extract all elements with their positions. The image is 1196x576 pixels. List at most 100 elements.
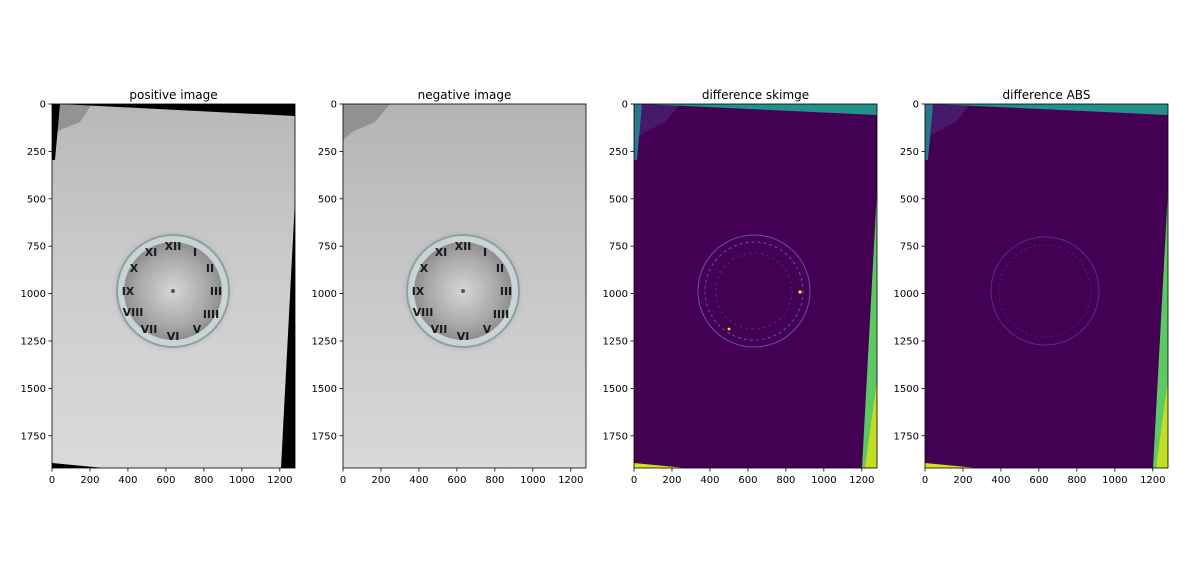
x-tick-label: 600 [738, 475, 757, 486]
image-area [925, 104, 1168, 468]
panel-negative-image: negative image XII I II III IIII V VI VI… [312, 88, 586, 486]
clock-center [461, 289, 465, 293]
difference-background [634, 104, 877, 468]
x-tick-label: 1000 [520, 475, 545, 486]
x-tick-label: 1200 [849, 475, 874, 486]
numeral-viii: VIII [413, 306, 434, 319]
y-tick-label: 750 [900, 242, 919, 253]
panel-positive-image: positive image XII I II III IIII V VI VI… [21, 88, 295, 486]
x-tick-label: 800 [776, 475, 795, 486]
image-area: XII I II III IIII V VI VII VIII IX X XI [343, 104, 586, 468]
y-tick-label: 1500 [21, 384, 46, 395]
y-tick-label: 750 [27, 242, 46, 253]
panel-difference-abs: difference ABS 0 200 400 600 800 1000 1200 0 25… [894, 88, 1168, 486]
numeral-ix: IX [122, 285, 135, 298]
numeral-ix: IX [412, 285, 425, 298]
numeral-x: X [130, 262, 139, 275]
y-tick-label: 250 [609, 147, 628, 158]
y-tick-label: 1250 [894, 336, 919, 347]
x-tick-label: 0 [340, 475, 346, 486]
y-tick-label: 250 [318, 147, 337, 158]
panel-title: positive image [129, 88, 217, 102]
numeral-i: I [483, 246, 487, 259]
y-tick-label: 0 [913, 100, 919, 111]
numeral-iiii: IIII [493, 308, 509, 321]
numeral-iii: III [500, 285, 512, 298]
y-tick-label: 0 [40, 100, 46, 111]
x-tick-label: 200 [953, 475, 972, 486]
y-axis: 0 250 500 750 1000 1250 1500 1750 [21, 100, 52, 443]
numeral-vii: VII [141, 323, 158, 336]
x-tick-label: 1000 [1102, 475, 1127, 486]
y-tick-label: 1000 [312, 289, 337, 300]
x-axis: 0 200 400 600 800 1000 1200 [49, 468, 293, 486]
y-axis: 0 250 500 750 1000 1250 1500 1750 [603, 100, 634, 443]
numeral-x: X [420, 262, 429, 275]
numeral-vii: VII [431, 323, 448, 336]
y-tick-label: 1750 [603, 431, 628, 442]
x-tick-label: 1200 [1140, 475, 1165, 486]
x-tick-label: 600 [156, 475, 175, 486]
y-tick-label: 500 [318, 194, 337, 205]
numeral-v: V [483, 323, 492, 336]
difference-hotspot [728, 328, 731, 331]
numeral-xii: XII [165, 240, 182, 253]
image-area: XII I II III IIII V VI VII VIII IX X XI [52, 104, 295, 468]
y-tick-label: 1250 [21, 336, 46, 347]
numeral-iiii: IIII [203, 308, 219, 321]
x-tick-label: 200 [371, 475, 390, 486]
x-tick-label: 800 [1067, 475, 1086, 486]
y-tick-label: 1750 [312, 431, 337, 442]
x-tick-label: 400 [409, 475, 428, 486]
numeral-ii: II [206, 262, 214, 275]
x-tick-label: 0 [922, 475, 928, 486]
y-tick-label: 1750 [894, 431, 919, 442]
difference-background [925, 104, 1168, 468]
y-tick-label: 500 [27, 194, 46, 205]
numeral-iii: III [210, 285, 222, 298]
x-tick-label: 600 [1029, 475, 1048, 486]
y-tick-label: 1500 [603, 384, 628, 395]
x-tick-label: 800 [485, 475, 504, 486]
x-tick-label: 0 [631, 475, 637, 486]
x-tick-label: 400 [700, 475, 719, 486]
numeral-ii: II [496, 262, 504, 275]
numeral-xii: XII [455, 240, 472, 253]
y-tick-label: 0 [331, 100, 337, 111]
panel-title: difference ABS [1003, 88, 1091, 102]
y-tick-label: 1750 [21, 431, 46, 442]
y-axis: 0 250 500 750 1000 1250 1500 1750 [312, 100, 343, 443]
y-tick-label: 1500 [312, 384, 337, 395]
x-tick-label: 600 [447, 475, 466, 486]
numeral-v: V [193, 323, 202, 336]
y-tick-label: 250 [27, 147, 46, 158]
x-tick-label: 1000 [811, 475, 836, 486]
x-tick-label: 1200 [558, 475, 583, 486]
x-tick-label: 200 [662, 475, 681, 486]
x-axis: 0 200 400 600 800 1000 1200 [340, 468, 584, 486]
y-tick-label: 1000 [894, 289, 919, 300]
y-tick-label: 250 [900, 147, 919, 158]
y-tick-label: 1250 [603, 336, 628, 347]
y-tick-label: 1500 [894, 384, 919, 395]
y-tick-label: 750 [609, 242, 628, 253]
numeral-vi: VI [457, 330, 470, 343]
panel-title: negative image [418, 88, 512, 102]
numeral-xi: XI [435, 246, 448, 259]
y-tick-label: 0 [622, 100, 628, 111]
y-tick-label: 1000 [21, 289, 46, 300]
image-area [634, 104, 877, 468]
numeral-xi: XI [145, 246, 158, 259]
x-tick-label: 400 [991, 475, 1010, 486]
y-axis: 0 250 500 750 1000 1250 1500 1750 [894, 100, 925, 443]
y-tick-label: 1250 [312, 336, 337, 347]
y-tick-label: 500 [900, 194, 919, 205]
y-tick-label: 750 [318, 242, 337, 253]
numeral-viii: VIII [123, 306, 144, 319]
x-axis: 0 200 400 600 800 1000 1200 [631, 468, 875, 486]
x-tick-label: 0 [49, 475, 55, 486]
x-tick-label: 1000 [229, 475, 254, 486]
x-tick-label: 400 [118, 475, 137, 486]
difference-hotspot [798, 290, 801, 293]
x-tick-label: 200 [80, 475, 99, 486]
